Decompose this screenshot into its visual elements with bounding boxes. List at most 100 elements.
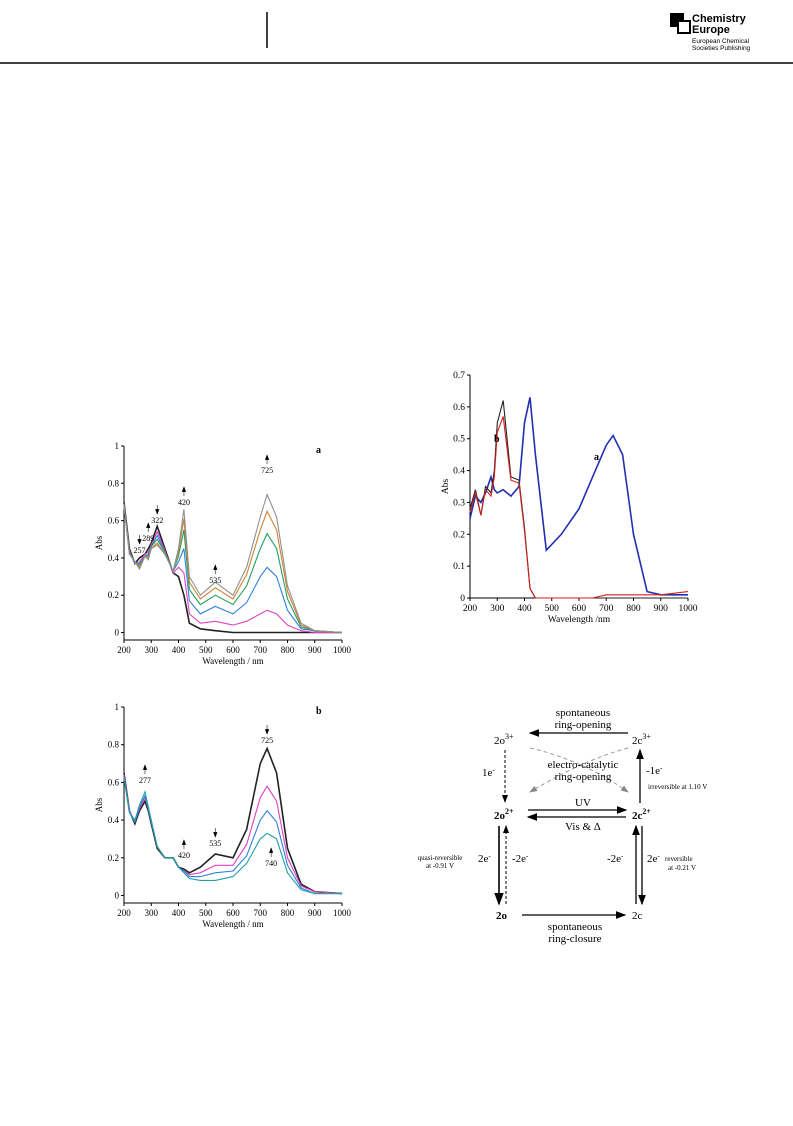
- label-part: -1e: [646, 765, 660, 777]
- node: 2c2+: [632, 807, 651, 822]
- spectrum-line: [469, 397, 688, 596]
- spectrum-line: [469, 400, 688, 599]
- x-tick-label: 800: [281, 908, 295, 918]
- edge-label: -2e-: [512, 852, 529, 865]
- node: 2c3+: [632, 732, 651, 747]
- label-part: -: [488, 852, 491, 860]
- x-tick-label: 400: [517, 604, 532, 614]
- panel-label: a: [594, 452, 599, 463]
- node: 2o: [496, 910, 508, 922]
- x-tick-label: 700: [254, 645, 268, 655]
- node-base: 2c: [632, 810, 643, 822]
- x-tick-label: 800: [626, 604, 641, 614]
- edge-label: 2e-: [647, 852, 660, 865]
- edge-note: at -0.21 V: [668, 864, 696, 872]
- label-part: -: [526, 852, 529, 860]
- node-base: 2c: [632, 735, 643, 747]
- y-tick-label: 0.4: [108, 815, 120, 825]
- edge-label: -1e-: [646, 764, 663, 777]
- brand: Chemistry: [692, 13, 747, 25]
- y-tick-label: 0.2: [453, 530, 465, 540]
- y-tick-label: 0: [115, 890, 120, 900]
- y-tick-label: 0.5: [453, 435, 465, 445]
- y-tick-label: 0.8: [108, 478, 120, 488]
- panel-label: a: [316, 445, 321, 456]
- x-axis-label: Wavelength /nm: [548, 615, 611, 625]
- x-tick-label: 200: [117, 645, 131, 655]
- x-tick-label: 400: [172, 908, 186, 918]
- x-tick-label: 600: [226, 908, 240, 918]
- edge-label: UV: [575, 797, 591, 809]
- peak-label: 420: [178, 498, 190, 507]
- x-tick-label: 1000: [679, 604, 698, 614]
- edge-label: spontaneous: [556, 707, 610, 719]
- edge-label: ring-opening: [555, 771, 612, 783]
- chart: 0 0.2 0.4 0.6 0.8 1 200 300 400 500 600 700 800 900 10…: [94, 441, 352, 666]
- x-tick-label: 500: [199, 645, 213, 655]
- logo-square: [677, 20, 691, 34]
- label-part: 1e: [482, 767, 493, 779]
- edge-label: -2e-: [607, 852, 624, 865]
- label-part: -2e: [512, 853, 526, 865]
- x-tick-label: 1000: [333, 645, 352, 655]
- logo: Chemistry Europe European Chemical Socie…: [670, 13, 751, 52]
- y-tick-label: 0.6: [453, 403, 465, 413]
- peak-label: 535: [209, 576, 221, 585]
- scheme: 2o3+ 2c3+ 2o2+ 2c2+ 2o 2c spontaneous ri…: [418, 707, 708, 945]
- node: 2o3+: [494, 732, 514, 747]
- edge-label: ring-closure: [548, 933, 601, 945]
- y-axis-label: Abs: [94, 535, 104, 550]
- brand: Europe: [692, 24, 730, 36]
- x-tick-label: 700: [254, 908, 268, 918]
- publisher: European Chemical: [692, 38, 750, 45]
- node-base: 2o: [494, 810, 506, 822]
- y-tick-label: 0.2: [108, 853, 119, 863]
- spectrum-line: [123, 776, 342, 895]
- node-charge: 2+: [505, 807, 514, 816]
- peak-label: 277: [139, 776, 151, 785]
- peak-label: 535: [209, 839, 221, 848]
- y-tick-label: 0.3: [453, 498, 465, 508]
- x-tick-label: 200: [463, 604, 478, 614]
- edge-label: 2e-: [478, 852, 491, 865]
- y-tick-label: 0: [460, 594, 465, 604]
- x-tick-label: 500: [199, 908, 213, 918]
- node-charge: 2+: [642, 807, 651, 816]
- y-tick-label: 0.4: [108, 553, 120, 563]
- spectrum-line: [123, 492, 343, 634]
- node: 2o2+: [494, 807, 514, 822]
- node-charge: 3+: [642, 732, 651, 741]
- label-part: 2e: [478, 853, 489, 865]
- y-tick-label: 0.7: [453, 371, 465, 381]
- y-tick-label: 0: [115, 628, 120, 638]
- y-tick-label: 1: [115, 702, 120, 712]
- spectrum-line: [123, 774, 343, 895]
- chart: 0 0.2 0.4 0.6 0.8 1 200 300 400 500 600 700 800 900 10…: [94, 702, 352, 929]
- x-axis-label: Wavelength / nm: [202, 656, 263, 666]
- edge-note: irreversible at 1.10 V: [648, 783, 707, 791]
- x-tick-label: 700: [599, 604, 614, 614]
- y-tick-label: 0.1: [453, 562, 465, 572]
- x-tick-label: 500: [545, 604, 560, 614]
- y-tick-label: 0.8: [108, 740, 120, 750]
- x-tick-label: 900: [308, 645, 322, 655]
- x-tick-label: 300: [145, 908, 159, 918]
- x-tick-label: 1000: [333, 908, 352, 918]
- peak-label: 420: [178, 851, 190, 860]
- node-base: 2o: [494, 735, 506, 747]
- label-part: -: [492, 766, 495, 774]
- y-tick-label: 0.6: [108, 516, 120, 526]
- x-tick-label: 600: [572, 604, 587, 614]
- x-tick-label: 900: [654, 604, 669, 614]
- edge-label: 1e-: [482, 766, 495, 779]
- publisher: Societies Publishing: [692, 45, 751, 52]
- spectrum-line: [123, 778, 342, 895]
- edge-note: quasi-reversible: [418, 854, 463, 862]
- peak-label: 725: [261, 466, 273, 475]
- peak-label: 322: [151, 516, 163, 525]
- y-tick-label: 0.2: [108, 590, 119, 600]
- edge-label: ring-opening: [555, 719, 612, 731]
- dashed-arrow: [529, 747, 629, 793]
- edge-note: reversible: [665, 855, 693, 863]
